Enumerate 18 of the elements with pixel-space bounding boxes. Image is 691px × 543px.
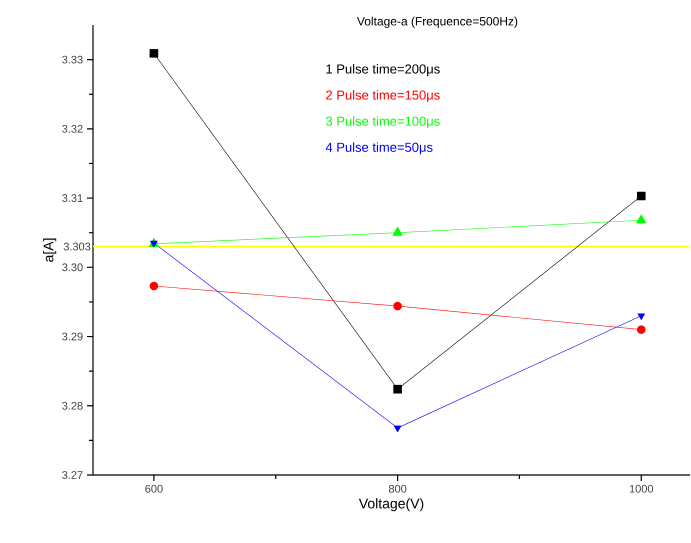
text: 1 Pulse time=200μs	[326, 64, 440, 76]
y-axis-title: a[A]	[43, 238, 56, 262]
x-axis-title: Voltage(V)	[358, 498, 424, 512]
text: 2 Pulse time=150μs	[326, 90, 440, 102]
y-tick-label: 3.31	[62, 194, 83, 202]
y-tick-label: 3.29	[62, 332, 83, 340]
text: 3 Pulse time=100μs	[326, 116, 440, 128]
text: 4 Pulse time=50μs	[326, 142, 433, 154]
chart-title: Voltage-a (Frequence=500Hz)	[356, 16, 518, 28]
x-tick-label: 800	[388, 484, 406, 493]
y-tick-label: 3.33	[62, 56, 83, 64]
y-tick-label: 3.30	[62, 263, 83, 272]
y-tick-label: 3.27	[62, 471, 83, 479]
y-tick-label: 3.32	[62, 124, 83, 133]
x-tick-label: 600	[145, 484, 163, 493]
ref-line-label: 3.303	[64, 242, 90, 250]
y-tick-label: 3.28	[62, 402, 83, 410]
x-tick-label: 1000	[630, 484, 654, 493]
